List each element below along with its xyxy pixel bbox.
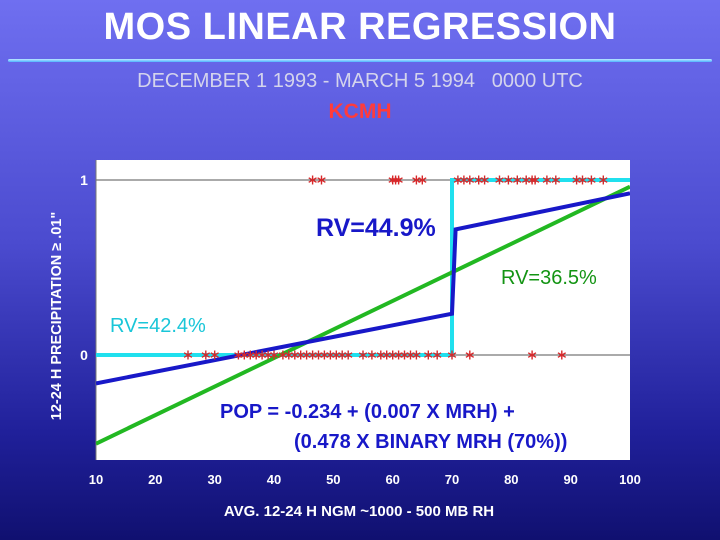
data-point-y1-18 [542,175,552,185]
x-tick-label: 70 [445,472,459,487]
x-tick-label: 40 [267,472,281,487]
data-point-y1-12 [495,175,504,185]
series-line-rv-44-9 [96,191,630,386]
annotation-rv-linear-regression: RV=36.5% [501,267,597,289]
data-point-y1-23 [599,175,608,185]
x-tick-label: 20 [148,472,162,487]
data-point-y0-35 [527,350,537,360]
data-point-y1-21 [578,175,587,185]
data-point-y1-1 [317,175,326,185]
data-point-y0-2 [210,350,219,360]
x-axis-label: AVG. 12-24 H NGM ~1000 - 500 MB RH [223,503,495,520]
x-tick-label: 50 [326,472,340,487]
y-tick-label: 1 [80,172,88,188]
series-line-rv-36-5 [96,184,630,446]
data-point-y1-19 [551,175,561,185]
data-point-y1-14 [513,175,522,185]
slide-subtitle: DECEMBER 1 1993 - MARCH 5 1994 0000 UTC [137,70,583,92]
data-point-y0-36 [557,350,567,360]
data-point-y0-1 [201,350,211,360]
data-point-y0-0 [183,350,193,360]
equation-line-1: POP = -0.234 + (0.007 X MRH) + [220,401,515,423]
data-point-y0-22 [358,350,368,360]
equation-line-2: (0.478 X BINARY MRH (70%)) [294,431,567,453]
data-point-y0-32 [432,350,442,360]
x-tick-label: 80 [504,472,518,487]
data-point-y0-33 [447,350,457,360]
x-tick-label: 100 [619,472,641,487]
data-point-y1-6 [418,175,427,185]
data-point-y0-31 [424,350,433,360]
data-point-y1-13 [504,175,513,185]
data-point-y0-23 [367,350,377,360]
title-underline [8,59,712,62]
x-tick-label: 90 [563,472,577,487]
slide-title: MOS LINEAR REGRESSION [103,6,617,48]
annotation-rv-binary-predictor: RV=42.4% [110,315,206,337]
data-point-y1-17 [530,175,540,185]
x-tick-label: 10 [89,472,103,487]
data-point-y0-21 [343,350,353,360]
data-point-y1-9 [465,175,475,185]
data-point-y1-22 [587,175,596,185]
data-point-y1-11 [480,175,489,185]
annotation-rv-binary-regression: RV=44.9% [316,214,436,242]
data-point-y1-4 [394,175,403,185]
x-tick-label: 30 [207,472,221,487]
x-tick-label: 60 [385,472,399,487]
data-point-y0-34 [465,350,475,360]
data-point-y0-30 [412,350,421,360]
station-id: KCMH [328,100,392,123]
y-tick-label: 0 [80,347,88,363]
data-point-y0-9 [269,350,279,360]
y-axis-label: 12-24 H PRECIPITATION ≥ .01" [49,211,65,421]
data-point-y1-0 [308,175,317,185]
